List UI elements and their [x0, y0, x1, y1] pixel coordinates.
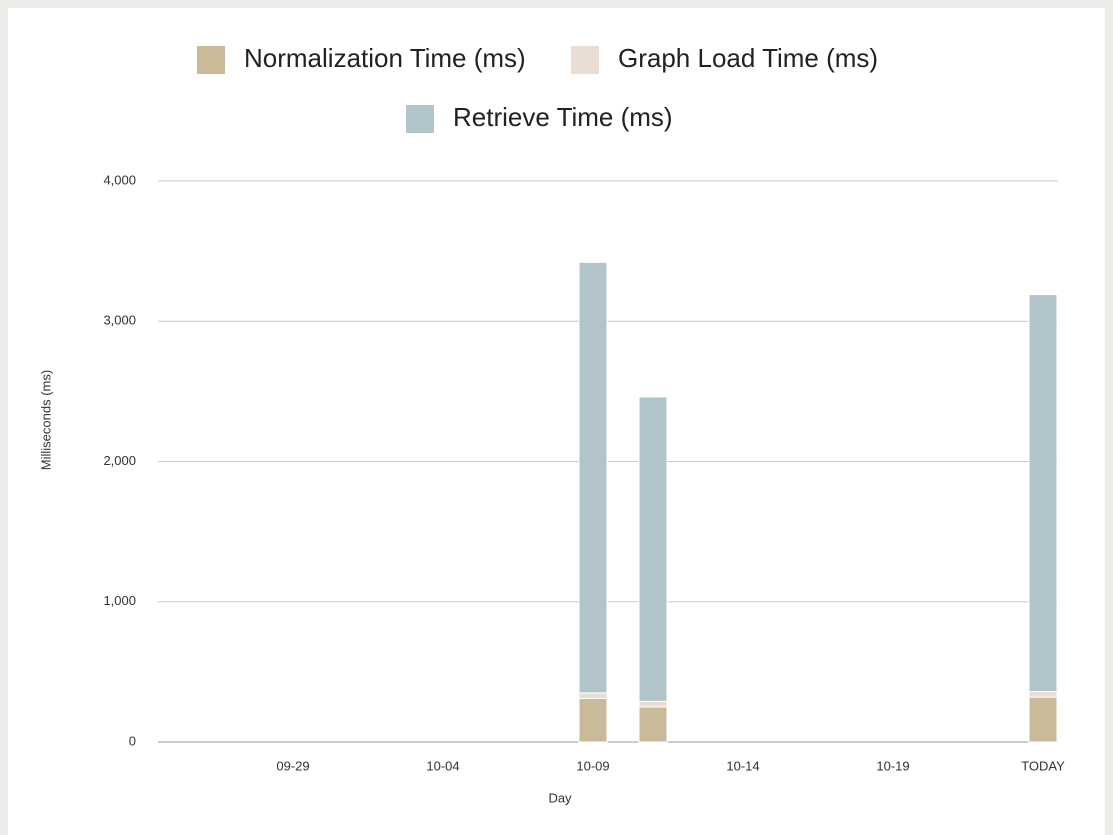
bar-segment	[638, 700, 668, 708]
x-tick-label: 09-29	[276, 758, 309, 773]
x-tick-label: 10-04	[426, 758, 459, 773]
x-tick-label: 10-14	[726, 758, 759, 773]
x-tick-label: 10-19	[876, 758, 909, 773]
y-tick-label: 1,000	[103, 593, 136, 608]
bar-segment	[638, 706, 668, 743]
bar-segment	[638, 396, 668, 702]
y-tick-label: 0	[129, 733, 136, 748]
x-tick-label: TODAY	[1021, 758, 1065, 773]
panel	[8, 8, 1105, 835]
legend-swatch	[406, 105, 434, 133]
y-tick-label: 3,000	[103, 313, 136, 328]
y-axis-title: Milliseconds (ms)	[38, 370, 53, 470]
legend-swatch	[571, 46, 599, 74]
bar-segment	[1028, 696, 1058, 743]
bar-segment	[1028, 691, 1058, 698]
bar-segment	[578, 261, 608, 694]
legend-swatch	[197, 46, 225, 74]
legend-label: Graph Load Time (ms)	[618, 43, 878, 73]
bar-segment	[578, 692, 608, 700]
x-tick-label: 10-09	[576, 758, 609, 773]
bar-segment	[578, 698, 608, 743]
legend-label: Retrieve Time (ms)	[453, 102, 673, 132]
bar-segment	[1028, 294, 1058, 693]
y-tick-label: 4,000	[103, 172, 136, 187]
x-axis-title: Day	[548, 790, 572, 805]
legend-label: Normalization Time (ms)	[244, 43, 526, 73]
y-tick-label: 2,000	[103, 453, 136, 468]
